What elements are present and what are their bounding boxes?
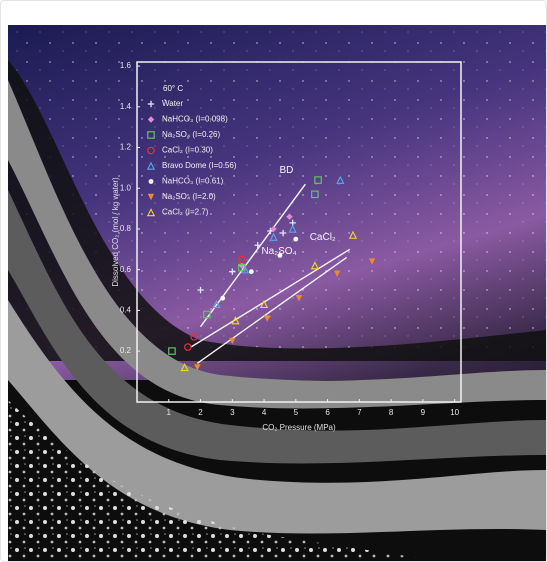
legend-label: Na₂SO₄ (I=0.26)	[162, 130, 221, 139]
data-point	[277, 253, 283, 258]
data-point	[288, 224, 297, 233]
data-point	[254, 242, 261, 249]
data-point	[264, 315, 271, 322]
data-point	[180, 362, 189, 372]
legend-label: NaHCO₃ (I=0.098)	[162, 115, 228, 124]
x-tick-label: 3	[230, 408, 235, 417]
plot-frame	[136, 61, 462, 403]
data-point	[212, 299, 221, 309]
fit-line-label: CaCl₂	[310, 232, 336, 243]
legend-marker	[147, 100, 155, 108]
data-point	[248, 269, 254, 275]
data-point	[259, 299, 269, 309]
x-tick-label: 7	[357, 408, 362, 417]
y-tick-label: 1.4	[120, 102, 132, 111]
data-point	[229, 268, 236, 275]
y-tick-label: 1.6	[120, 61, 132, 70]
data-point	[314, 176, 322, 184]
legend-label: Na₂SO₄ (I=2.0)	[162, 192, 216, 201]
data-point	[286, 213, 293, 220]
x-tick-label: 6	[325, 408, 330, 417]
data-point	[311, 190, 319, 199]
data-point	[269, 232, 278, 241]
fit-line-label: Na₂SO₄	[261, 246, 296, 257]
x-tick-label: 8	[389, 408, 394, 417]
y-tick-label: 0.6	[120, 265, 132, 274]
data-point	[220, 295, 226, 301]
data-point	[333, 270, 341, 277]
data-point	[270, 225, 277, 233]
data-point	[190, 333, 198, 341]
legend-marker	[147, 193, 155, 201]
legend-marker	[148, 179, 154, 184]
y-axis-label: Dissolved CO₂ (mol / kg water)	[111, 177, 120, 287]
data-point	[368, 258, 376, 265]
x-tick-label: 1	[167, 408, 172, 417]
data-point	[293, 236, 299, 242]
y-tick-label: 0.2	[120, 346, 132, 355]
artwork	[8, 25, 546, 561]
fit-line-label: BD	[279, 165, 293, 176]
fit-line	[196, 256, 348, 364]
legend-label: CaCl₂ (I=2.7)	[162, 208, 209, 217]
legend-marker	[146, 161, 156, 170]
data-point	[203, 310, 211, 319]
data-point	[279, 229, 287, 237]
legend-marker	[147, 146, 155, 155]
legend-label: NaHCO₃ (I=0.61)	[162, 177, 224, 186]
x-axis-label: CO₂ Pressure (MPa)	[262, 423, 336, 432]
fit-line	[199, 183, 306, 328]
legend-label: Bravo Dome (I=0.56)	[162, 161, 237, 170]
data-point	[194, 364, 201, 371]
y-tick-label: 1.0	[120, 183, 132, 192]
x-tick-label: 4	[262, 408, 267, 417]
data-point	[295, 294, 303, 302]
x-tick-label: 10	[450, 408, 459, 417]
data-point	[197, 286, 204, 294]
data-point	[348, 230, 358, 239]
data-point	[231, 316, 240, 325]
data-point	[240, 265, 250, 274]
legend-marker	[147, 116, 155, 123]
legend-marker	[147, 131, 155, 139]
x-tick-label: 2	[198, 408, 203, 417]
data-point	[229, 337, 236, 345]
annotation: 60° C	[163, 84, 183, 93]
data-point	[184, 343, 192, 351]
legend-label: CaCl₂ (I=0.30)	[162, 146, 213, 155]
data-point	[238, 255, 246, 264]
fit-line	[190, 248, 351, 348]
data-point	[310, 261, 319, 270]
y-tick-label: 1.2	[120, 143, 132, 152]
data-point	[336, 175, 345, 184]
x-tick-label: 9	[421, 408, 426, 417]
chart-layer: 1 2 3 4 5 6 7 8 9 10 0.2 0.4 0.6 0.8 1.0 1.2 1.4 1.6 BD CaC…	[120, 61, 460, 417]
y-tick-label: 0.4	[120, 305, 132, 314]
legend-label: Water	[162, 99, 183, 108]
legend-marker	[146, 208, 156, 217]
y-tick-label: 0.8	[120, 224, 132, 233]
x-tick-label: 5	[294, 408, 299, 417]
data-point	[168, 347, 176, 355]
